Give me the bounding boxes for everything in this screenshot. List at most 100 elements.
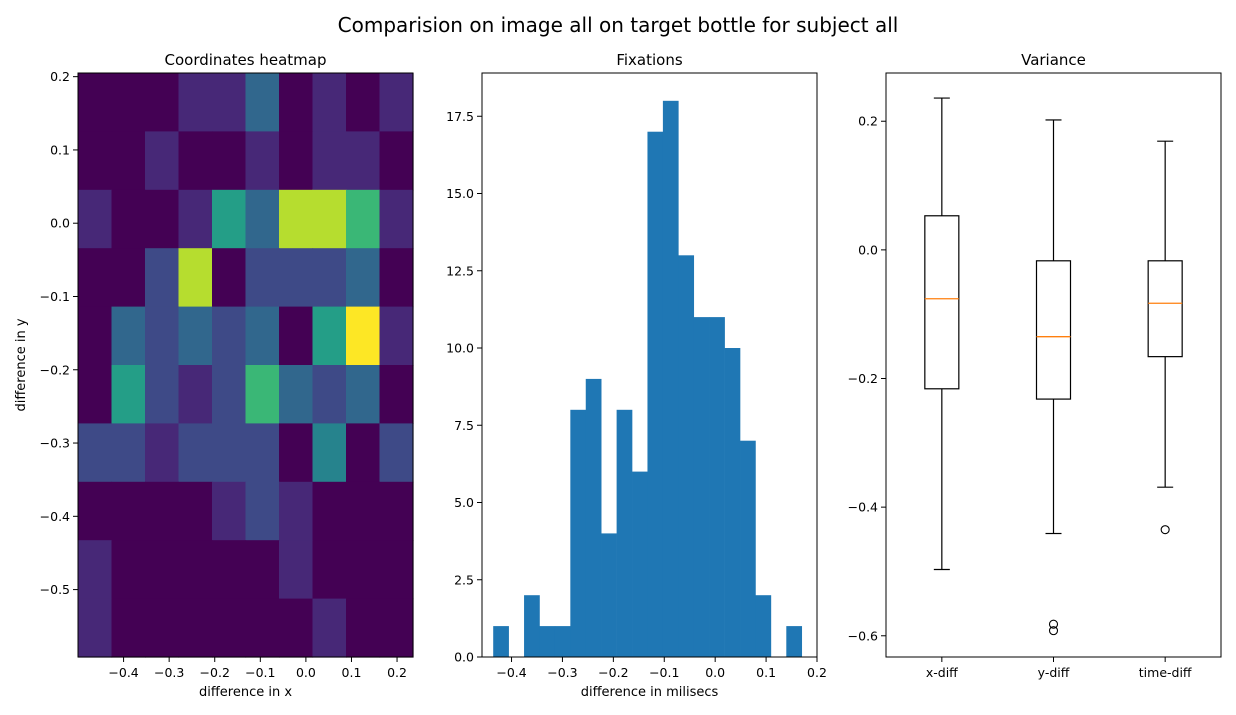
heatmap-cell: [245, 423, 280, 483]
histogram-bar: [524, 595, 540, 657]
box-iqr: [1147, 260, 1183, 358]
histogram-ytick-label: 10.0: [446, 341, 474, 356]
heatmap-ylabel: difference in y: [14, 318, 29, 411]
heatmap-cell: [212, 598, 247, 658]
heatmap-ytick-label: −0.5: [40, 582, 70, 597]
heatmap-cell: [379, 365, 414, 424]
histogram-axes-frame: [481, 72, 818, 658]
boxplot-ytick-label: 0.0: [858, 242, 878, 257]
heatmap-ytick-label: 0.0: [50, 216, 70, 231]
heatmap-cell: [245, 598, 280, 658]
heatmap-cell: [279, 189, 314, 249]
heatmap-xtick-label: 0.0: [296, 665, 316, 680]
heatmap-cell: [379, 306, 414, 366]
heatmap-cell: [279, 540, 314, 600]
heatmap-cell: [78, 248, 113, 308]
heatmap-cell: [78, 365, 113, 424]
box-outlier: [1048, 626, 1059, 636]
heatmap-cell: [346, 481, 381, 541]
heatmap-ytick-label: −0.2: [40, 362, 70, 377]
heatmap-ytick-label: 0.1: [50, 142, 70, 157]
heatmap-cell: [145, 365, 180, 424]
heatmap-xtick-label: −0.4: [108, 665, 138, 680]
heatmap-cell: [245, 481, 280, 541]
boxplot-ytick-label: −0.2: [848, 371, 878, 386]
heatmap-cell: [212, 73, 247, 132]
heatmap-cell: [111, 306, 146, 366]
heatmap-cell: [78, 423, 113, 483]
histogram-panel: −0.4 −0.3 −0.2 −0.1 0.0 0.1 0.2 0.0 2.5 5.0 7.5 10.…: [446, 51, 827, 700]
heatmap-cell: [145, 189, 180, 249]
histogram-xtick-label: 0.1: [756, 665, 776, 680]
heatmap-cell: [245, 540, 280, 600]
heatmap-cell: [279, 423, 314, 483]
heatmap-cell: [312, 131, 347, 191]
boxplot-axes-frame: [885, 72, 1222, 658]
heatmap-cell: [212, 131, 247, 191]
heatmap-cell: [145, 423, 180, 483]
heatmap-cell: [178, 248, 213, 308]
heatmap-cell: [178, 189, 213, 249]
histogram-bar: [678, 255, 695, 657]
heatmap-cell: [346, 365, 381, 424]
histogram-bar: [601, 533, 617, 657]
histogram-ytick-label: 0.0: [454, 650, 474, 665]
heatmap-cell: [178, 131, 213, 191]
boxplot-ytick-label: −0.6: [848, 628, 878, 643]
heatmap-cell: [111, 365, 146, 424]
heatmap-cell: [78, 481, 113, 541]
heatmap-cell: [212, 189, 247, 249]
histogram-bar: [616, 409, 633, 657]
boxplot-ytick-label: 0.2: [858, 114, 878, 129]
heatmap-cell: [245, 306, 280, 366]
heatmap-cell: [346, 189, 381, 249]
heatmap-cell: [346, 248, 381, 308]
heatmap-xtick-label: −0.2: [200, 665, 230, 680]
histogram-ytick-label: 5.0: [454, 495, 474, 510]
heatmap-ytick-label: 0.2: [50, 69, 70, 84]
heatmap-cell: [245, 365, 280, 424]
heatmap-cell: [312, 423, 347, 483]
heatmap-cell: [312, 248, 347, 308]
heatmap-cell: [312, 481, 347, 541]
box-outlier: [1160, 525, 1170, 535]
heatmap-cell: [111, 189, 146, 249]
heatmap-cell: [279, 248, 314, 308]
heatmap-cell: [279, 481, 314, 541]
heatmap-cell: [279, 131, 314, 191]
histogram-ytick-label: 15.0: [446, 186, 474, 201]
box-iqr: [1035, 260, 1072, 400]
heatmap-xtick-label: 0.2: [387, 665, 407, 680]
heatmap-cell: [78, 598, 113, 658]
heatmap-cell: [178, 540, 213, 600]
histogram-ytick-label: 2.5: [454, 572, 474, 587]
heatmap-cell: [111, 423, 146, 483]
boxplot-xtick-label: x-diff: [926, 665, 958, 680]
heatmap-ytick-label: −0.1: [40, 289, 70, 304]
histogram-bar: [647, 131, 664, 658]
histogram-bar: [585, 378, 602, 657]
histogram-xtick-label: 0.0: [705, 665, 725, 680]
histogram-bar: [693, 317, 710, 657]
histogram-xlabel: difference in milisecs: [581, 685, 719, 700]
heatmap-cell: [78, 189, 113, 249]
heatmap-cell: [245, 189, 280, 249]
heatmap-cell: [312, 598, 347, 658]
heatmap-cell: [245, 73, 280, 132]
heatmap-cell: [346, 73, 381, 132]
heatmap-cell: [178, 306, 213, 366]
heatmap-cell: [111, 598, 146, 658]
heatmap-xlabel: difference in x: [199, 685, 292, 700]
heatmap-cell: [346, 423, 381, 483]
heatmap-xtick-label: −0.1: [245, 665, 275, 680]
heatmap-cell: [312, 540, 347, 600]
histogram-xtick-label: −0.4: [496, 665, 526, 680]
heatmap-cell: [212, 423, 247, 483]
heatmap-cell: [111, 248, 146, 308]
histogram-xtick-label: 0.2: [807, 665, 827, 680]
heatmap-panel: −0.4 −0.3 −0.2 −0.1 0.0 0.1 0.2 0.2 0.1 0.0 −0.1 −0…: [14, 51, 414, 700]
heatmap-cell: [145, 131, 180, 191]
heatmap-cell: [111, 540, 146, 600]
heatmap-cell: [312, 365, 347, 424]
